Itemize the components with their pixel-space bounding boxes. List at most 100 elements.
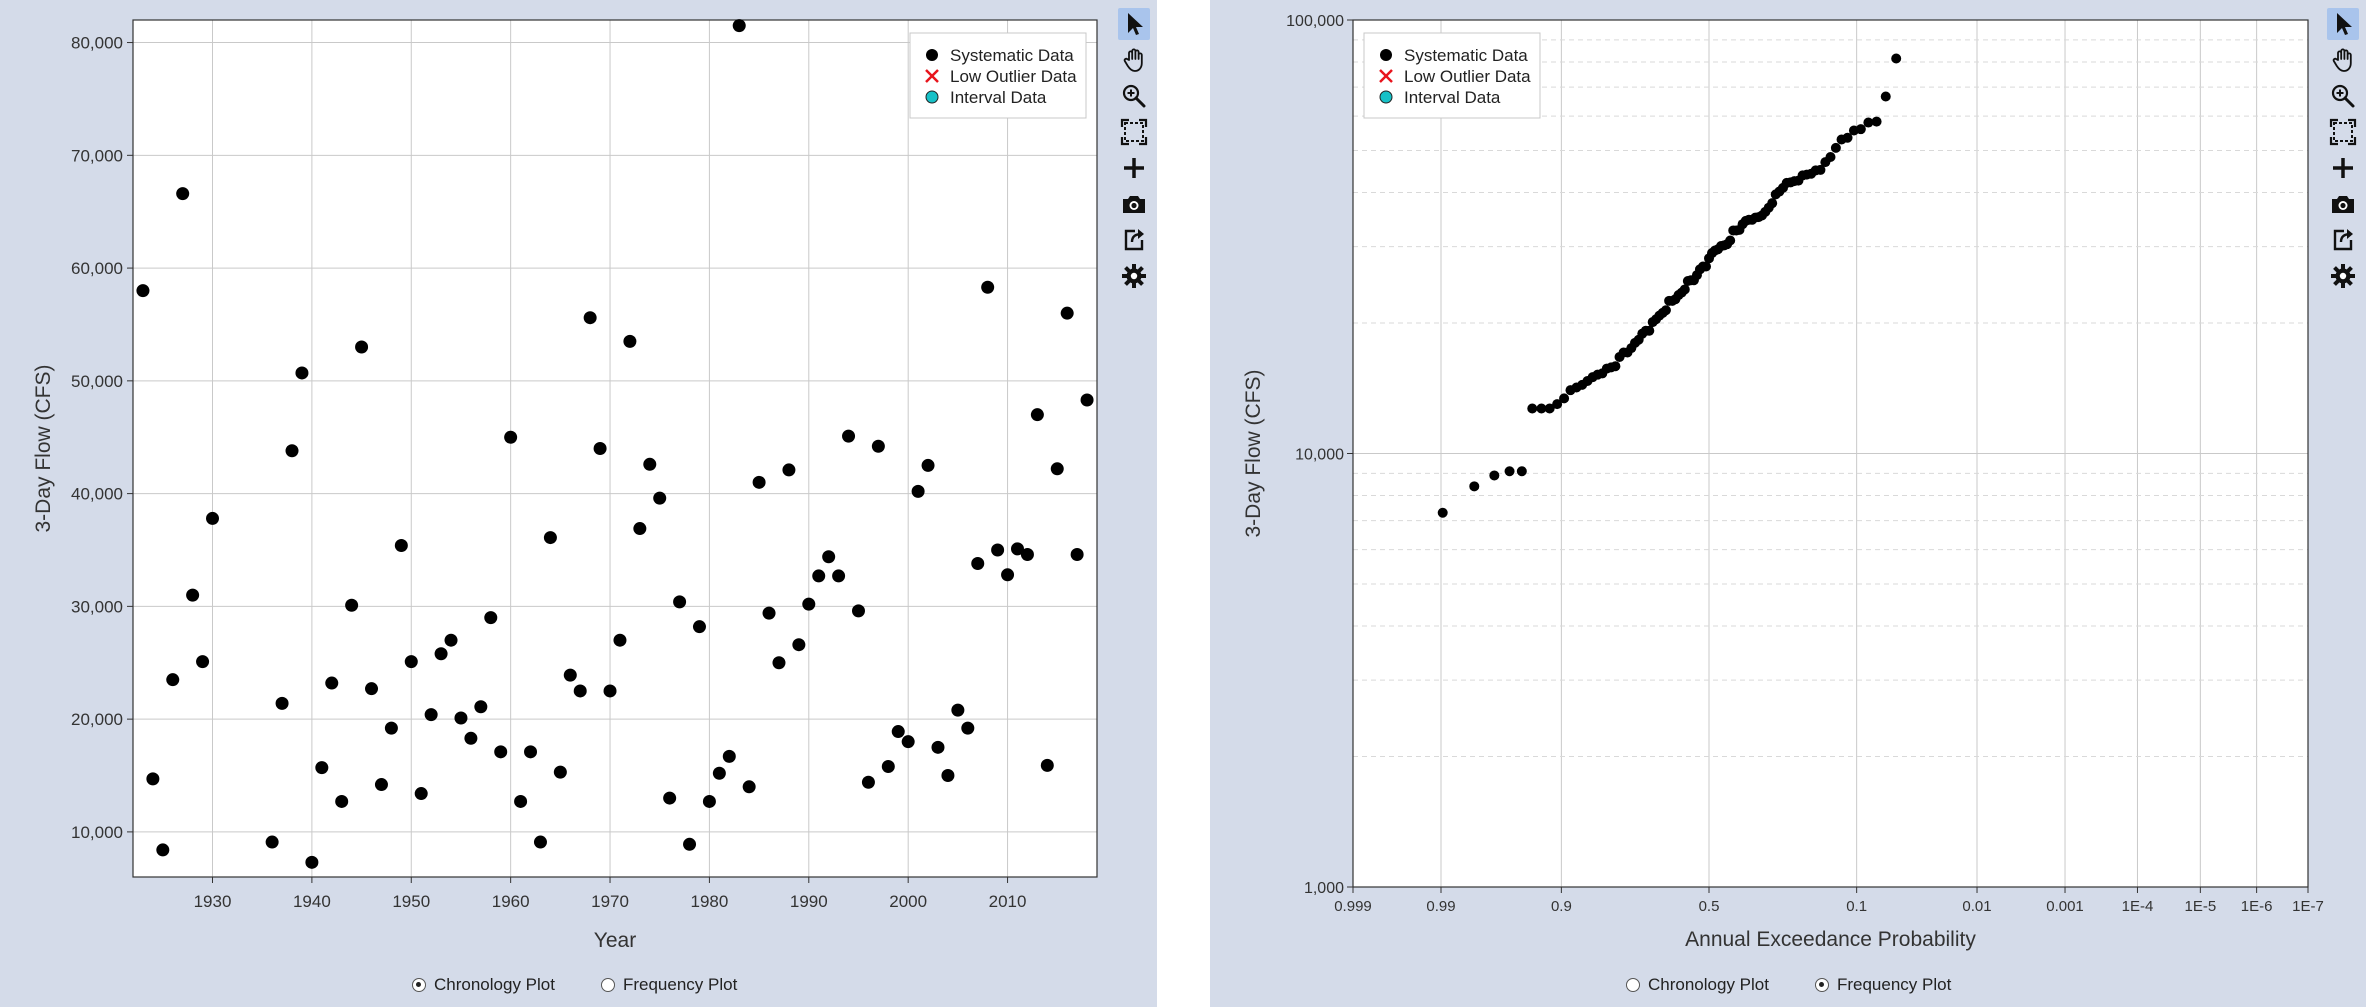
zoom-extents-icon bbox=[2329, 118, 2357, 146]
add-tool-button[interactable] bbox=[2327, 152, 2359, 184]
settings-gear-tool-button[interactable] bbox=[2327, 260, 2359, 292]
zoom-in-tool-button[interactable] bbox=[1118, 80, 1150, 112]
systematic-data-series bbox=[1437, 53, 1902, 518]
legend-systematic-marker bbox=[926, 49, 938, 61]
data-point bbox=[325, 676, 339, 690]
data-point bbox=[752, 475, 766, 489]
chronology-plot-option[interactable]: Chronology Plot bbox=[412, 975, 555, 995]
x-axis-label: Year bbox=[594, 929, 636, 952]
x-tick-label: 1940 bbox=[293, 892, 331, 911]
data-point bbox=[524, 745, 538, 759]
y-tick-label: 100,000 bbox=[1286, 13, 1344, 30]
x-axis-label: Annual Exceedance Probability bbox=[1685, 928, 1976, 951]
data-point bbox=[1001, 568, 1015, 582]
data-point bbox=[365, 682, 379, 696]
x-tick-label: 0.1 bbox=[1846, 898, 1867, 915]
frequency-radio[interactable] bbox=[600, 978, 615, 992]
chart-toolbar bbox=[1118, 8, 1152, 296]
legend-systematic-item: Systematic Data bbox=[950, 46, 1074, 65]
export-icon bbox=[1124, 229, 1144, 251]
data-point bbox=[921, 458, 935, 472]
data-point bbox=[434, 647, 448, 661]
x-tick-label: 1E-6 bbox=[2241, 898, 2273, 915]
chronology-radio[interactable] bbox=[412, 978, 426, 992]
legend-interval-marker bbox=[1379, 90, 1393, 104]
data-point bbox=[1871, 116, 1882, 127]
frequency-radio[interactable] bbox=[1814, 978, 1829, 992]
data-point bbox=[851, 604, 865, 618]
x-tick-label: 1990 bbox=[790, 892, 828, 911]
data-point bbox=[206, 511, 220, 525]
data-point bbox=[1437, 507, 1448, 518]
y-tick-label: 10,000 bbox=[71, 823, 123, 842]
camera-tool-button[interactable] bbox=[2327, 188, 2359, 220]
chronology-radio[interactable] bbox=[1626, 978, 1640, 992]
pointer-icon bbox=[2337, 13, 2352, 35]
frequency-plot-option[interactable]: Frequency Plot bbox=[1814, 975, 1952, 995]
pan-hand-tool-button[interactable] bbox=[2327, 44, 2359, 76]
data-point bbox=[603, 684, 617, 698]
settings-gear-icon bbox=[2331, 264, 2355, 288]
y-tick-label: 10,000 bbox=[1295, 447, 1344, 464]
zoom-extents-tool-button[interactable] bbox=[1118, 116, 1150, 148]
x-tick-label: 0.99 bbox=[1426, 898, 1455, 915]
frequency-radio-label: Frequency Plot bbox=[1836, 975, 1952, 994]
export-tool-button[interactable] bbox=[2327, 224, 2359, 256]
data-point bbox=[1842, 132, 1853, 143]
pointer-tool-button[interactable] bbox=[2327, 8, 2359, 40]
data-point bbox=[1767, 198, 1778, 209]
data-point bbox=[593, 442, 607, 455]
data-point bbox=[1544, 403, 1555, 414]
data-point bbox=[871, 439, 885, 453]
camera-icon bbox=[2332, 196, 2354, 213]
data-point bbox=[1891, 53, 1902, 64]
chronology-plot-panel: 1930 1940 1950 1960 1970 1980 1990 2000 2010 10,0… bbox=[0, 0, 1157, 1007]
y-tick-label: 50,000 bbox=[71, 372, 123, 391]
x-tick-label: 0.5 bbox=[1699, 898, 1720, 915]
settings-gear-tool-button[interactable] bbox=[1118, 260, 1150, 292]
data-point bbox=[1679, 284, 1690, 295]
data-point bbox=[136, 284, 150, 298]
export-icon bbox=[2333, 229, 2353, 251]
y-tick-label: 20,000 bbox=[71, 710, 123, 729]
data-point bbox=[792, 638, 806, 652]
chronology-plot-option[interactable]: Chronology Plot bbox=[1626, 975, 1769, 995]
data-point bbox=[265, 835, 279, 849]
add-tool-button[interactable] bbox=[1118, 152, 1150, 184]
data-point bbox=[295, 366, 309, 380]
chronology-chart[interactable]: 1930 1940 1950 1960 1970 1980 1990 2000 2010 10,0… bbox=[0, 0, 1157, 1007]
plot-area bbox=[133, 20, 1097, 877]
data-point bbox=[166, 673, 180, 687]
zoom-in-icon bbox=[1122, 84, 1146, 108]
frequency-plot-option[interactable]: Frequency Plot bbox=[600, 975, 737, 995]
camera-tool-button[interactable] bbox=[1118, 188, 1150, 220]
data-point bbox=[275, 696, 289, 710]
chart-legend: Systematic Data Low Outlier Data Interval … bbox=[1363, 32, 1541, 119]
data-point bbox=[1050, 462, 1064, 476]
data-point bbox=[474, 700, 488, 714]
legend-interval-item: Interval Data bbox=[950, 88, 1047, 107]
plot-type-selector: Chronology Plot Frequency Plot bbox=[412, 975, 783, 995]
x-tick-label: 0.999 bbox=[1334, 898, 1372, 915]
chart-legend: Systematic Data Low Outlier Data Interval … bbox=[909, 32, 1087, 119]
pane-divider bbox=[1157, 0, 1210, 1007]
frequency-chart[interactable]: 0.999 0.99 0.9 0.5 0.1 0.01 0.001 1E-4 1E-5 1E-6 1… bbox=[1210, 0, 2366, 1007]
data-point bbox=[1060, 306, 1074, 320]
data-point bbox=[394, 538, 408, 552]
data-point bbox=[1660, 305, 1671, 316]
legend-systematic-item: Systematic Data bbox=[1404, 46, 1528, 65]
data-point bbox=[653, 491, 667, 505]
pointer-tool-button[interactable] bbox=[1118, 8, 1150, 40]
data-point bbox=[951, 703, 965, 717]
data-point bbox=[464, 731, 478, 745]
data-point bbox=[1516, 466, 1527, 477]
data-point bbox=[1701, 261, 1712, 272]
zoom-extents-tool-button[interactable] bbox=[2327, 116, 2359, 148]
data-point bbox=[414, 787, 428, 801]
zoom-in-tool-button[interactable] bbox=[2327, 80, 2359, 112]
pan-hand-tool-button[interactable] bbox=[1118, 44, 1150, 76]
data-point bbox=[712, 766, 726, 780]
x-tick-label: 0.01 bbox=[1962, 898, 1991, 915]
export-tool-button[interactable] bbox=[1118, 224, 1150, 256]
data-point bbox=[722, 749, 736, 763]
